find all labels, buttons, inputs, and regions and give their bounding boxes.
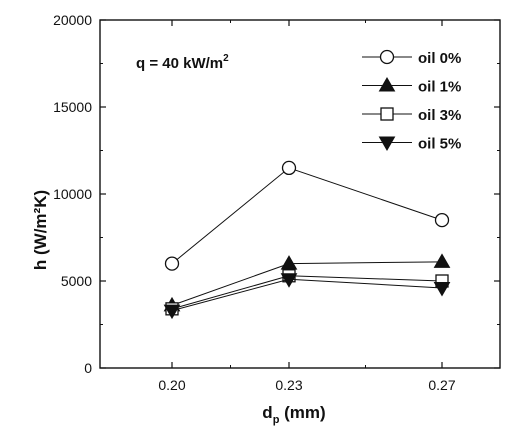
x-tick-label: 0.27 xyxy=(428,377,455,393)
data-point xyxy=(164,256,180,271)
legend-label: oil 1% xyxy=(418,79,461,96)
legend-item: oil 1% xyxy=(362,76,461,96)
data-point xyxy=(433,253,451,268)
data-point xyxy=(163,304,181,320)
series-line xyxy=(171,261,443,306)
annotation-main: q = 40 kW/m xyxy=(136,55,223,72)
x-axis-label-main: d xyxy=(262,403,272,422)
series-layer xyxy=(163,160,451,320)
legend-label: oil 3% xyxy=(418,107,461,124)
legend-marker xyxy=(380,107,394,121)
legend-marker xyxy=(378,136,396,152)
legend-item: oil 5% xyxy=(362,136,461,153)
data-point xyxy=(281,160,297,176)
series-2 xyxy=(163,253,451,312)
series-1 xyxy=(164,160,450,271)
x-axis-label-subscript: p xyxy=(273,414,280,426)
y-tick-label: 15000 xyxy=(53,99,92,115)
annotation: q = 40 kW/m2 xyxy=(136,53,229,72)
data-point xyxy=(433,281,451,297)
y-tick-label: 5000 xyxy=(61,273,92,289)
data-point xyxy=(280,255,298,270)
legend-marker xyxy=(378,76,396,92)
y-axis-label: h (W/m²K) xyxy=(31,190,50,270)
y-tick-label: 10000 xyxy=(53,186,92,202)
legend-item: oil 0% xyxy=(362,49,461,67)
plot-frame xyxy=(99,19,501,369)
annotation-superscript: 2 xyxy=(223,53,229,64)
data-point xyxy=(280,273,298,288)
plot-area-border xyxy=(99,19,501,369)
y-tick-label: 0 xyxy=(84,360,92,376)
legend-item: oil 3% xyxy=(362,107,461,124)
x-axis-label-units: (mm) xyxy=(279,403,325,422)
series-line xyxy=(171,167,443,264)
legend-marker xyxy=(379,49,395,65)
x-tick-label: 0.20 xyxy=(158,377,185,393)
legend-label: oil 0% xyxy=(418,50,461,67)
x-tick-label: 0.23 xyxy=(275,377,302,393)
x-axis-label: dp (mm) xyxy=(262,403,325,426)
x-axis-ticks: 0.20 0.23 0.27 xyxy=(158,20,456,393)
legend: oil 0% oil 1% oil 3% oil 5% xyxy=(362,49,461,153)
series-line xyxy=(171,278,443,312)
series-4 xyxy=(163,273,451,320)
data-point xyxy=(434,212,450,228)
legend-label: oil 5% xyxy=(418,136,461,153)
y-tick-label: 20000 xyxy=(53,12,92,28)
y-axis-ticks: 0 5000 10000 15000 20000 xyxy=(53,12,500,376)
